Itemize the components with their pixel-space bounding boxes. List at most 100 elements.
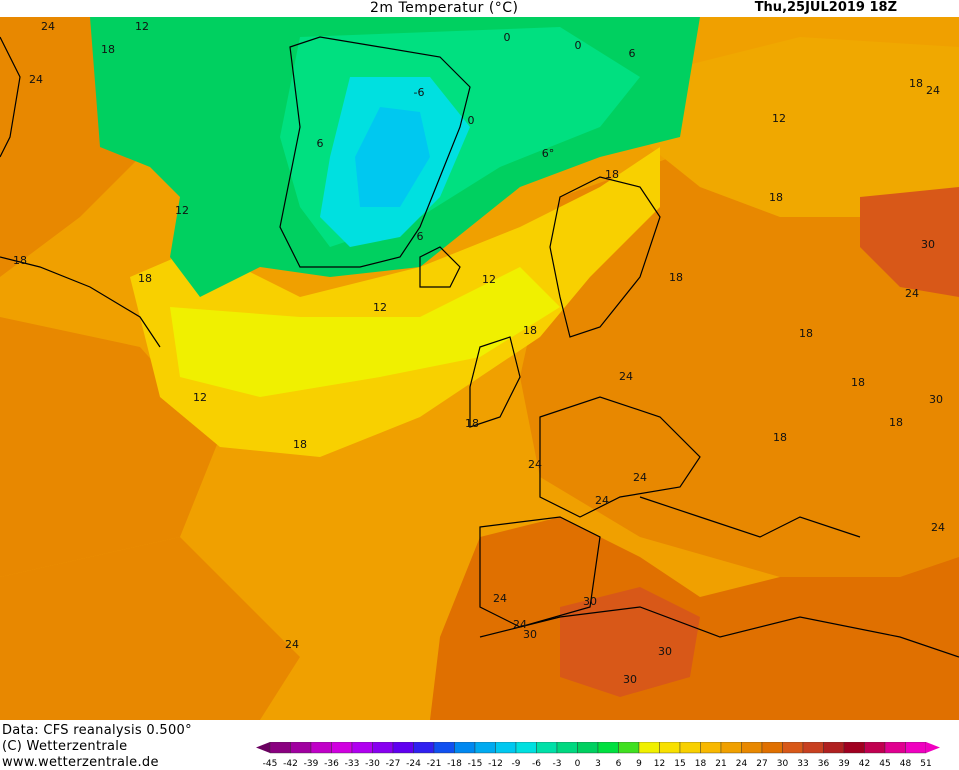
label-18-ireland: 18 [465, 417, 479, 430]
legend-tick-label: 18 [695, 759, 707, 769]
label-18-norway: 18 [605, 168, 619, 181]
coastline-iceland [419, 246, 461, 288]
label-30-russia-e: 30 [921, 238, 935, 251]
legend-tick-label: 51 [920, 759, 931, 769]
label-24-alps: 24 [633, 471, 647, 484]
label-24-russia-ne: 24 [926, 84, 940, 97]
legend-tick-label: -39 [304, 759, 319, 769]
coastline-mediterranean-n [639, 496, 861, 538]
legend-swatch [413, 742, 435, 754]
legend-tick-label: 48 [900, 759, 912, 769]
legend-swatches [256, 742, 940, 754]
legend-tick-label: -15 [468, 759, 483, 769]
legend-swatch [433, 742, 455, 754]
legend-swatch [843, 742, 865, 754]
coastline-iberia [479, 516, 601, 628]
coastline-scandinavia [549, 176, 661, 338]
map-header: 2m Temperatur (°C) Thu,25JUL2019 18Z [0, 0, 959, 17]
legend-swatch [782, 742, 804, 754]
field-sw-atlantic [0, 537, 300, 720]
label-6-greenland-w: 6 [317, 137, 324, 150]
legend-arrow-high [926, 742, 940, 753]
legend-tick-label: -30 [365, 759, 380, 769]
label-6-iceland-n: 6° [542, 147, 555, 160]
coastline-north-africa [479, 606, 959, 658]
legend-swatch [454, 742, 476, 754]
label-24-germany: 24 [619, 370, 633, 383]
legend-swatch [823, 742, 845, 754]
label-minus6-greenland: -6 [414, 86, 425, 99]
field-north-russia [640, 37, 959, 217]
coastline-greenland [279, 36, 471, 268]
label-30-libya: 30 [623, 673, 637, 686]
label-18-ukraine: 18 [851, 376, 865, 389]
legend-swatch [905, 742, 927, 754]
coastline-west-europe [539, 396, 701, 518]
label-6-arctic: 6 [629, 47, 636, 60]
legend-swatch [741, 742, 763, 754]
legend-tick-label: 42 [859, 759, 870, 769]
coastline-canada-nw [0, 36, 21, 158]
legend-tick-label: 15 [674, 759, 685, 769]
label-24-mediterranean: 24 [595, 494, 609, 507]
legend-tick-labels: -45 -42 -39 -36 -33 -30 -27 -24 -21 -18 -15 -12 -9 -6… [263, 759, 932, 769]
label-24-france: 24 [528, 458, 542, 471]
legend-tick-label: -27 [386, 759, 401, 769]
legend-swatch [577, 742, 599, 754]
legend-swatch [556, 742, 578, 754]
legend-tick-label: 45 [879, 759, 890, 769]
legend-tick-label: 39 [838, 759, 850, 769]
coastline-labrador [0, 256, 161, 348]
label-18-belarus: 18 [799, 327, 813, 340]
legend-tick-label: 3 [595, 759, 601, 769]
field-russia-hot [860, 187, 959, 297]
legend-tick-label: -18 [447, 759, 462, 769]
label-12-barents: 12 [772, 112, 786, 125]
credit-data-source: Data: CFS reanalysis 0.500° [2, 723, 192, 738]
legend-tick-label: 27 [756, 759, 767, 769]
label-24-atlantic-s: 24 [285, 638, 299, 651]
legend-swatch [372, 742, 394, 754]
legend-swatch [331, 742, 353, 754]
legend-swatch [884, 742, 906, 754]
map-title: 2m Temperatur (°C) [370, 0, 519, 16]
legend-swatch [351, 742, 373, 754]
legend-swatch [679, 742, 701, 754]
legend-swatch [618, 742, 640, 754]
legend-swatch [536, 742, 558, 754]
label-24-nw: 24 [41, 20, 55, 33]
legend-tick-label: 33 [797, 759, 808, 769]
legend-tick-label: -36 [324, 759, 339, 769]
legend-swatch [802, 742, 824, 754]
legend-tick-label: 9 [636, 759, 642, 769]
field-sahara-hot [560, 587, 700, 697]
label-12-atlantic-w: 12 [193, 391, 207, 404]
coastlines [0, 36, 959, 658]
legend-swatch [597, 742, 619, 754]
label-18-atlantic-mid: 18 [293, 438, 307, 451]
label-24-morocco-coast: 24 [513, 618, 527, 631]
legend-swatch [495, 742, 517, 754]
credit-copyright: (C) Wetterzentrale [2, 739, 128, 754]
label-30-algeria: 30 [658, 645, 672, 658]
label-18-newfoundland: 18 [138, 272, 152, 285]
legend-swatch [392, 742, 414, 754]
label-24-portugal: 24 [493, 592, 507, 605]
legend-tick-label: 36 [818, 759, 830, 769]
legend-swatch [474, 742, 496, 754]
coastline-british-isles [469, 336, 521, 428]
legend-swatch [515, 742, 537, 754]
field-greenland-core [355, 107, 430, 207]
legend-arrow-low [256, 742, 270, 753]
legend-tick-label: 12 [654, 759, 665, 769]
legend-tick-label: 30 [777, 759, 789, 769]
label-12-nw: 12 [135, 20, 149, 33]
legend-tick-label: 0 [575, 759, 581, 769]
label-6-greenland-s: 6 [417, 230, 424, 243]
credit-url: www.wetterzentrale.de [2, 755, 159, 770]
label-18-uk: 18 [523, 324, 537, 337]
legend-swatch [659, 742, 681, 754]
color-legend: -45 -42 -39 -36 -33 -30 -27 -24 -21 -18 -15 -12 -9 -6… [256, 742, 940, 769]
label-18-labrador: 18 [13, 254, 27, 267]
